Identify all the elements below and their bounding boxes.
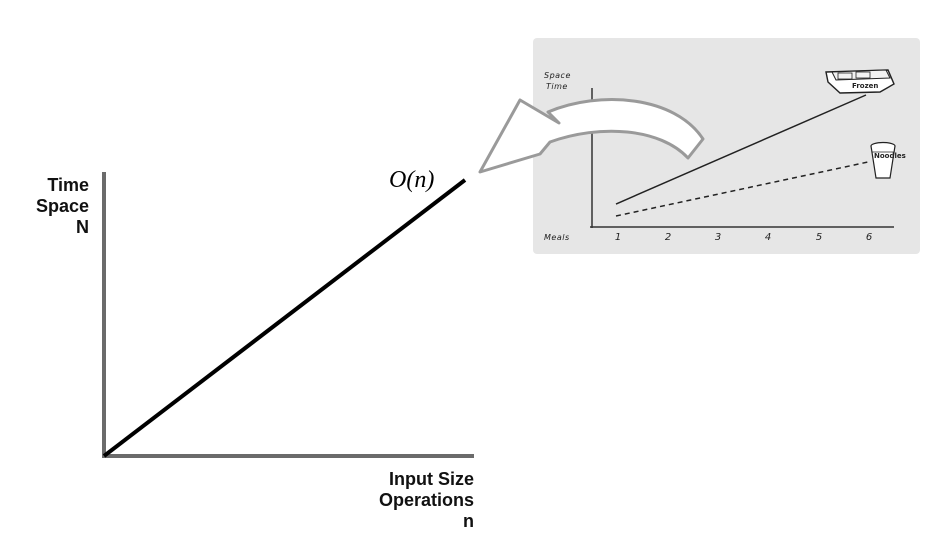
main-y-label-line-2: Space [36, 196, 89, 216]
main-x-label-line-3: n [463, 511, 474, 531]
main-x-label-line-1: Input Size [389, 469, 474, 489]
main-y-label-line-3: N [76, 217, 89, 237]
main-y-label-line-1: Time [47, 175, 89, 195]
main-x-label-line-2: Operations [379, 490, 474, 510]
sketch-panel: Space Time Meals 1 2 3 4 5 6 Frozen Nood… [533, 38, 920, 254]
frozen-meal-tray-icon: Frozen [826, 70, 894, 93]
noodles-label: Noodles [874, 152, 906, 160]
sketch-y-label-line-1: Space [544, 71, 571, 80]
frozen-label: Frozen [852, 82, 878, 90]
sketch-tick-4: 4 [765, 232, 771, 243]
main-chart: Time Space N Input Size Operations n O(n… [36, 167, 474, 531]
sketch-tick-1: 1 [615, 232, 621, 243]
sketch-y-label-line-2: Time [546, 82, 568, 91]
sketch-tick-5: 5 [816, 232, 822, 243]
sketch-x-label: Meals [544, 233, 570, 242]
sketch-tick-2: 2 [665, 232, 671, 243]
linear-growth-line [104, 180, 465, 456]
sketch-tick-3: 3 [715, 232, 721, 243]
big-o-label: O(n) [389, 167, 434, 193]
sketch-tick-6: 6 [866, 232, 872, 243]
